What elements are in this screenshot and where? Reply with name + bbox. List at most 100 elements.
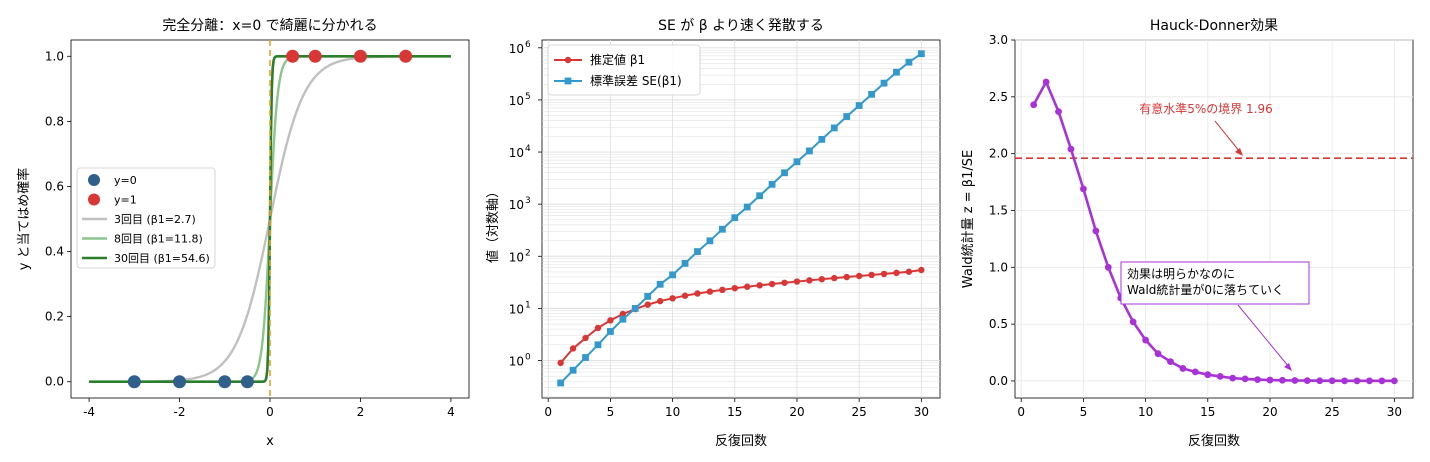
se-point	[830, 124, 838, 132]
beta-point	[756, 282, 763, 289]
y-axis-label-2: 値（対数軸）	[485, 185, 501, 263]
y-tick-label-1: 0.2	[45, 310, 64, 324]
y-tick-exponent-2: 1	[525, 300, 531, 310]
wald-point	[1390, 377, 1398, 385]
annotation-arrow-1	[1214, 120, 1241, 153]
y-tick-label-3: 1.5	[989, 203, 1008, 217]
x-tick-label-3: 0	[1017, 405, 1025, 419]
beta-point	[831, 274, 838, 282]
wald-point	[1303, 377, 1311, 385]
beta-point	[843, 273, 850, 281]
x-axis-label-3: 反復回数	[1188, 433, 1240, 449]
y-tick-label-2: 10	[509, 42, 524, 56]
annotation-arrow-2	[1237, 304, 1290, 368]
x-tick-label-2: 15	[727, 405, 742, 419]
se-point	[557, 379, 565, 387]
legend-label-1: 8回目 (β1=11.8)	[114, 233, 203, 246]
wald-point	[1067, 145, 1075, 153]
se-point	[718, 225, 726, 233]
se-point	[656, 280, 664, 288]
wald-point	[1353, 377, 1361, 385]
beta-point	[744, 283, 751, 290]
x-tick-label-3: 20	[1262, 405, 1277, 419]
legend-2: 推定値 β1 標準誤差 SE(β1)	[547, 44, 701, 96]
x-tick-label-2: 25	[852, 405, 867, 419]
se-point	[893, 68, 900, 76]
x-tick-label-2: 30	[914, 405, 929, 419]
point-y0	[240, 375, 254, 389]
wald-point	[1167, 358, 1174, 366]
se-point	[917, 50, 925, 58]
beta-point	[905, 268, 913, 275]
se-point	[905, 58, 913, 66]
y-tick-label-3: 3.0	[989, 33, 1008, 47]
wald-point	[1279, 376, 1286, 384]
beta-point	[793, 278, 801, 285]
x-tick-label-1: 4	[447, 405, 455, 419]
beta-point	[918, 266, 925, 274]
legend-box-1	[76, 167, 216, 269]
wald-point	[1378, 377, 1386, 385]
se-point	[855, 102, 863, 109]
se-point	[731, 214, 739, 222]
beta-point	[868, 271, 875, 279]
se-point	[619, 315, 627, 323]
beta-point	[768, 280, 776, 288]
se-point	[806, 147, 813, 155]
wald-point	[1154, 350, 1162, 358]
beta-point	[781, 279, 788, 286]
chart-panel-1: 完全分離：x=0 で綺麗に分かれる x y と当てはめ確率 -4 -2 0 2 4 0.0…	[16, 17, 470, 449]
se-point	[768, 180, 776, 188]
se-point	[694, 248, 701, 255]
fitted-curve-3	[89, 54, 451, 384]
annotation-arrowhead-1	[1235, 148, 1243, 156]
wald-point	[1341, 377, 1348, 385]
legend-label-1: 30回目 (β1=54.6)	[114, 252, 210, 265]
legend-box-2	[547, 44, 701, 96]
beta-point	[656, 297, 664, 305]
wald-point	[1229, 374, 1237, 382]
chart-panel-3: Hauck-Donner効果 反復回数 Wald統計量 z = β1/SE 0 5…	[960, 18, 1414, 449]
wald-point	[1316, 377, 1324, 385]
x-tick-label-3: 10	[1138, 405, 1153, 419]
y-tick-label-1: 0.4	[45, 245, 64, 259]
point-y1	[308, 49, 322, 63]
wald-point	[1241, 375, 1249, 383]
wald-point	[1254, 376, 1261, 383]
beta-point	[731, 284, 738, 292]
y-tick-label-1: 0.0	[45, 375, 64, 389]
x-tick-label-3: 30	[1387, 405, 1402, 419]
wald-point	[1142, 336, 1149, 344]
y-tick-exponent-2: 2	[525, 248, 531, 258]
y-tick-label-2: 10	[509, 302, 524, 316]
beta-point	[694, 290, 701, 297]
se-point	[793, 158, 801, 166]
x-tick-label-1: 0	[266, 405, 274, 419]
y-tick-exponent-2: 4	[525, 144, 531, 154]
x-axis-label-1: x	[266, 434, 274, 449]
beta-point	[557, 359, 564, 367]
legend-label-1: y=0	[114, 174, 137, 187]
x-tick-label-2: 5	[607, 405, 615, 419]
wald-point	[1179, 365, 1187, 372]
y-tick-exponent-2: 3	[525, 196, 531, 206]
annotation-box	[1120, 261, 1310, 305]
x-tick-label-1: -4	[83, 405, 95, 419]
chart-panel-2: SE が β より速く発散する 反復回数 値（対数軸） 0 5 10 15 20 25 30…	[485, 18, 941, 449]
y-tick-label-1: 0.6	[45, 179, 64, 193]
beta-point	[855, 272, 863, 280]
y-axis-label-3: Wald統計量 z = β1/SE	[960, 150, 976, 288]
wald-point	[1266, 376, 1274, 384]
wald-point	[1204, 371, 1212, 379]
legend-label-1: 3回目 (β1=2.7)	[114, 213, 196, 226]
x-tick-label-3: 15	[1200, 405, 1215, 419]
beta-point	[669, 295, 676, 302]
plot-area-3	[1014, 39, 1414, 399]
annotation-threshold: 有意水準5%の境界 1.96	[1139, 101, 1273, 116]
wald-point	[1366, 377, 1373, 385]
y-tick-exponent-2: 6	[525, 40, 531, 50]
y-tick-label-3: 1.0	[989, 260, 1008, 274]
beta-point	[619, 310, 627, 318]
se-point	[594, 341, 602, 349]
